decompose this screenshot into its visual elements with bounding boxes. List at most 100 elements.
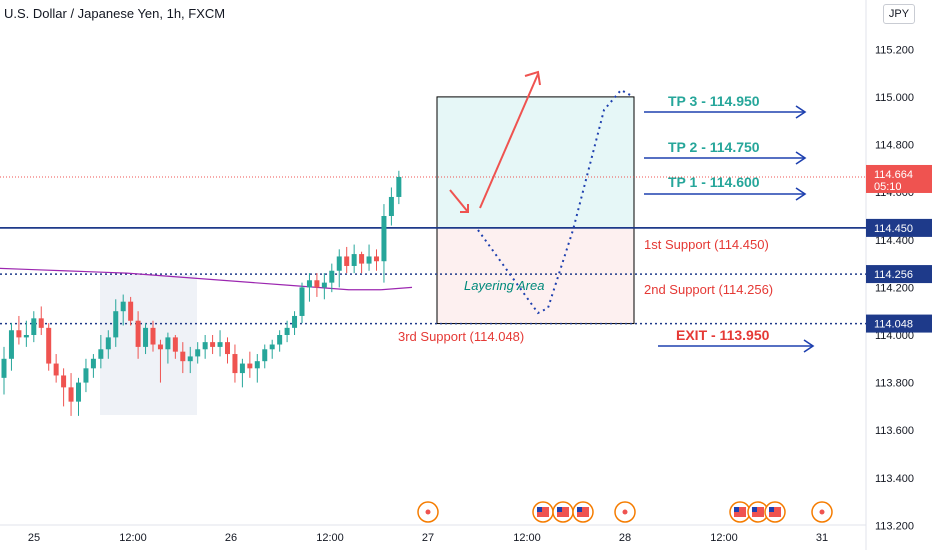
candle-body	[143, 327, 149, 347]
price-axis-ticks: 115.200115.000114.800114.600114.400114.2…	[875, 44, 914, 532]
candle-body	[23, 335, 29, 338]
candle-body	[277, 335, 283, 345]
level-price-text: 114.256	[874, 269, 913, 281]
target-zone-box[interactable]	[436, 96, 635, 229]
event-marker-dot	[622, 509, 628, 515]
level-price-tag	[866, 314, 932, 333]
candle-body	[195, 349, 201, 357]
candle-body	[321, 282, 327, 288]
candle-body	[16, 330, 22, 338]
level-price-tag	[866, 265, 932, 284]
candle-body	[388, 196, 394, 216]
candle-body	[1, 358, 7, 378]
event-marker-dot	[425, 509, 431, 515]
candle-body	[68, 387, 74, 402]
support-zone-box[interactable]	[436, 227, 635, 325]
candle-body	[165, 337, 171, 350]
candle-body	[150, 327, 156, 345]
layering-area-label: Layering Area	[464, 278, 544, 293]
candle-body	[53, 363, 59, 376]
flag-canton	[734, 507, 739, 512]
price-tick-label: 113.400	[875, 473, 914, 485]
candle-body	[299, 287, 305, 316]
flag-stripes	[577, 507, 589, 517]
candle-body	[46, 327, 52, 364]
flag-stripes	[769, 507, 781, 517]
candle-body	[254, 361, 260, 369]
candle-body	[217, 342, 223, 347]
candle-body	[76, 382, 81, 402]
candle-body	[374, 256, 379, 262]
price-tick-label: 114.800	[875, 140, 914, 152]
price-tick-label: 115.000	[875, 92, 914, 104]
flag-stripes	[537, 507, 549, 517]
candle-body	[329, 270, 335, 283]
candle-body	[351, 254, 357, 266]
candle-body	[225, 342, 230, 355]
time-tick-label: 27	[422, 532, 434, 544]
candle-body	[262, 349, 268, 362]
candle-body	[247, 363, 253, 369]
candle-body	[314, 280, 320, 288]
flag-canton	[537, 507, 542, 512]
time-tick-label: 12:00	[316, 532, 344, 544]
moving-average-line	[0, 267, 413, 291]
bar-timer-text: 05:10	[874, 181, 902, 193]
chart-title: U.S. Dollar / Japanese Yen, 1h, FXCM	[4, 6, 226, 21]
candle-body	[120, 301, 126, 312]
time-tick-label: 12:00	[119, 532, 147, 544]
candle-body	[396, 176, 402, 197]
flag-stripes	[557, 507, 569, 517]
level-price-tag	[866, 218, 932, 237]
support2-label: 2nd Support (114.256)	[644, 282, 773, 297]
flag-stripes	[734, 507, 746, 517]
time-tick-label: 12:00	[513, 532, 541, 544]
economic-event-markers[interactable]	[417, 501, 833, 523]
time-tick-label: 31	[816, 532, 828, 544]
support-level-lines	[0, 226, 866, 325]
time-tick-label: 28	[619, 532, 631, 544]
level-price-text: 114.450	[874, 223, 913, 235]
level-price-text: 114.048	[874, 319, 913, 331]
candle-body	[239, 363, 245, 374]
time-axis-ticks: 25 12:00 26 12:00 27 12:00 28 12:00 31	[28, 532, 828, 544]
flag-canton	[752, 507, 757, 512]
candle-body	[98, 349, 104, 359]
candle-body	[210, 342, 216, 347]
candle-body	[105, 337, 111, 350]
support1-label: 1st Support (114.450)	[644, 237, 769, 252]
candle-body	[381, 216, 387, 262]
flag-stripes	[752, 507, 764, 517]
time-tick-label: 26	[225, 532, 237, 544]
currency-button[interactable]: JPY	[883, 4, 915, 24]
tp3-label: TP 3 - 114.950	[668, 93, 760, 109]
candle-body	[232, 354, 238, 374]
candle-body	[8, 330, 14, 359]
candle-body	[344, 256, 350, 266]
candle-body	[113, 311, 119, 338]
candle-body	[269, 344, 275, 350]
candle-body	[128, 301, 134, 321]
support3-label: 3rd Support (114.048)	[398, 329, 524, 344]
projected-path	[477, 88, 633, 315]
price-tick-label: 114.200	[875, 282, 914, 294]
candle-body	[61, 375, 67, 388]
candle-body	[135, 320, 141, 347]
candle-body	[90, 358, 96, 369]
candlestick-series	[1, 170, 402, 416]
candle-body	[180, 351, 186, 362]
price-tick-label: 113.200	[875, 520, 914, 532]
candle-body	[284, 327, 290, 335]
price-tick-label: 114.400	[875, 235, 914, 247]
price-tick-label: 113.800	[875, 378, 914, 390]
candle-body	[172, 337, 178, 352]
candle-body	[187, 356, 193, 362]
event-marker-dot	[819, 509, 825, 515]
candle-body	[306, 280, 312, 288]
candle-body	[292, 315, 298, 328]
tp1-label: TP 1 - 114.600	[668, 174, 760, 190]
candle-body	[157, 344, 163, 350]
candle-body	[359, 254, 365, 264]
flag-canton	[577, 507, 582, 512]
